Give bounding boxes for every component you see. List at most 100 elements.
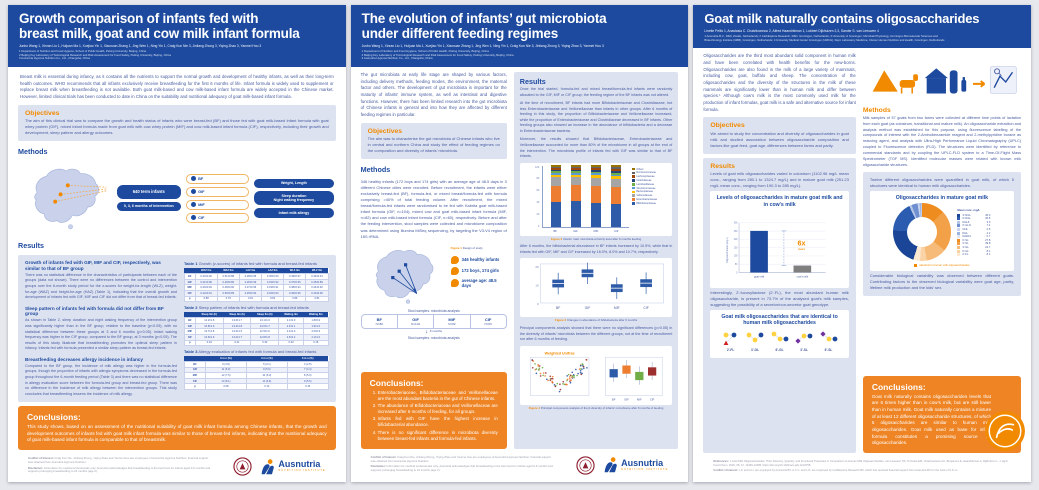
glycan-structure: 3'-SL — [794, 331, 814, 352]
group-icon — [190, 189, 196, 195]
legend-swatch — [957, 235, 961, 239]
legend-item: 6'-NGL 36.5 — [957, 217, 990, 221]
table-row: p 0.04 0.21 0.33 0.03 0.18 — [183, 339, 329, 347]
stacked-bar — [591, 164, 602, 227]
legend-swatch — [957, 238, 961, 242]
objectives-panel: Objectives The aim was to characterise t… — [360, 122, 507, 160]
glycan-label: 6'-GL — [775, 347, 784, 352]
results-table: Table 2 Sleep pattern of infants fed wit… — [183, 305, 329, 347]
results-heading: Results — [710, 162, 735, 170]
svg-text:goat milk: goat milk — [754, 274, 765, 278]
bar-segment — [611, 174, 622, 177]
legend-key: identical to human milk oligosaccharides — [874, 263, 1010, 267]
svg-text:GIF: GIF — [624, 397, 629, 401]
legend-item: Veillonellaceae — [632, 194, 657, 197]
milk-bottle-icon — [961, 77, 967, 92]
footer-text: Conflict of Interest: Craig Kun Nie, Jin… — [28, 456, 213, 476]
svg-text:200: 200 — [734, 239, 738, 241]
table-caption: Table 1 Growth (z-scores) of infants fed… — [183, 261, 317, 267]
goat-vs-cow-bar-chart: Oligosaccharides (mg/L) 0 50 100 150 200 250 30… — [714, 210, 844, 284]
fact-list: 346 healthy infants 172 boys, 174 girls av… — [450, 255, 507, 288]
conclusions-heading: Conclusions: — [369, 377, 424, 388]
conclusions-list: Enterobacteriaceae, Bifidobacteriaceae a… — [378, 390, 498, 442]
svg-text:Weighted Unifrac: Weighted Unifrac — [544, 351, 574, 355]
results-panel: Growth of infants fed with GIF, MIF and … — [18, 255, 336, 403]
glycan-structure: 3'-GL — [745, 331, 765, 352]
footer-logos: Ausnutria NUTRITION INSTITUTE — [233, 457, 325, 476]
objectives-heading: Objectives — [367, 127, 403, 135]
table-caption: Table 2 Sleep pattern of infants fed wit… — [183, 305, 309, 311]
arrow-icon — [972, 80, 985, 88]
results-heading: Results — [519, 77, 546, 87]
bar-segment — [551, 172, 562, 175]
glycan-structure: 2'-FL — [721, 331, 741, 352]
conclusion-item: Infants fed with GIF have the highest in… — [378, 416, 498, 428]
results-panel: Results Once the trial started, formula-… — [513, 72, 679, 449]
table-row: CIF 0.42±0.91 0.50±0.89 0.25±0.94 0.32±0.93 0… — [183, 289, 329, 297]
table-row: p 0.88 0.79 0.91 0.84 0.86 0.81 — [183, 295, 329, 303]
legend-swatch — [957, 220, 961, 224]
study-site-dot — [53, 199, 58, 204]
legend-swatch — [632, 201, 635, 205]
study-fact: average age: 48.5 days — [450, 278, 507, 288]
plot-area — [542, 164, 630, 228]
result-paragraph: Moreover, the results showed that Bifido… — [519, 137, 673, 159]
left-column: The gut microbiota at early life stage a… — [360, 72, 507, 449]
legend-item: 6'-GL 8.1 — [957, 249, 990, 253]
outcome-pill: Weight, Length — [254, 178, 334, 189]
bar-segment — [591, 164, 602, 167]
table-row: CIF 13.6±1.9 13.2±1.7 12.8±1.8 2.6±1.2 2.1±1.… — [183, 333, 329, 341]
legend-item: Clostridiaceae — [632, 179, 657, 182]
flow-step-label: Stool samples: microbiota analysis — [407, 336, 460, 341]
svg-text:0: 0 — [537, 302, 539, 306]
legend-item: NADFL 0.7 — [957, 235, 990, 239]
bar-segment — [551, 171, 562, 173]
legend-item: Bacteroidaceae — [632, 190, 657, 193]
legend-swatch — [632, 190, 635, 194]
x-axis: BF GIF MIF CIF — [553, 228, 619, 233]
figure-caption: Figure 2 Infants’ main microbiota at fam… — [550, 236, 642, 241]
bar-chart-card: Levels of oligosaccharides in mature goa… — [710, 191, 849, 288]
legend-swatch — [957, 213, 961, 217]
university-seal-icon — [233, 457, 253, 476]
result-paragraph: Principal components analysis showed tha… — [519, 325, 673, 342]
study-groups-row: BF N=80 GIF N=104 MIF N=82 CIF N=60 — [360, 313, 507, 329]
results-heading: Results — [18, 241, 44, 251]
bar-segment — [591, 177, 602, 187]
glycan-icon — [723, 332, 736, 345]
bar-segment — [551, 169, 562, 172]
farm-illustration — [872, 66, 1017, 95]
bar-segment — [591, 175, 602, 178]
ausnutria-wordmark: Ausnutria NUTRITION INSTITUTE — [278, 459, 326, 473]
conflict-of-interest: Conflict of Interest: L.P. and A.H. are … — [713, 469, 959, 473]
box-plot: 0 10 20 BF GIF MIF CIF — [535, 263, 664, 310]
stacked-bar — [571, 164, 582, 227]
results-table: Table 3 Allergy evaluation of infants fe… — [183, 349, 329, 391]
affiliation-line: 2 Beijing Key Laboratory of Toxicologica… — [19, 52, 171, 57]
glycan-structures: 2'-FL 3'-GL 6'-GL 3'-SL 6'-SL — [714, 329, 844, 354]
study-facts: Figure 1 Design of study 346 healthy inf… — [450, 244, 507, 288]
ausnutria-wordmark: Ausnutria NUTRITION INSTITUTE — [621, 458, 669, 472]
legend-swatch — [632, 175, 635, 178]
result-paragraph: Compared to the BF group, the incidence … — [25, 363, 177, 396]
donut-chart-card: Oligosaccharides in mature goat milk Mea… — [869, 190, 1015, 272]
svg-text:GIF: GIF — [585, 306, 591, 310]
table-row: GIF 11 (6.9) 9 (5.6) 7 (4.4) — [183, 366, 329, 374]
bar-segment — [571, 167, 582, 170]
poster-title: The evolution of infants’ gut microbiota… — [361, 11, 607, 41]
bar-segment — [571, 200, 582, 227]
card-title: Goat milk oligosaccharides that are iden… — [721, 313, 838, 327]
legend-swatch — [957, 228, 961, 232]
poster-growth-comparison: Growth comparison of infants fed with bre… — [8, 5, 346, 482]
glycan-structure: 6'-SL — [819, 331, 839, 352]
bar-segment — [551, 164, 562, 167]
svg-text:Oligosaccharides (mg/L): Oligosaccharides (mg/L) — [726, 237, 729, 263]
conflict-of-interest: Conflict of Interest: Craig Kun Nie, Jin… — [28, 456, 209, 464]
table-row: MIF 0.40±0.94 0.48±0.90 0.27±0.96 0.33±0.91 0… — [183, 284, 329, 291]
bar-segment — [591, 168, 602, 171]
flow-group: BF N=80 — [375, 316, 383, 326]
bar-segment — [571, 172, 582, 175]
bar-segment — [571, 171, 582, 173]
fact-icon — [450, 278, 459, 287]
glycan-structure: 6'-GL — [770, 331, 790, 352]
